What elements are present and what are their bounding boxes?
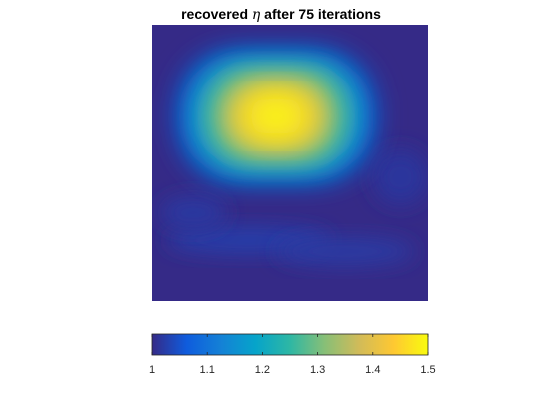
inclusion-contour-layer — [248, 98, 304, 134]
colorbar-frame — [151, 333, 429, 356]
colorbar-tick-label: 1.3 — [310, 364, 325, 376]
colorbar-tick-label: 1.4 — [365, 364, 380, 376]
title-eta-symbol: η — [252, 7, 261, 23]
background-texture-blob — [160, 196, 227, 230]
colorbar-ticks: 1 1.1 1.2 1.3 1.4 1.5 — [149, 334, 436, 376]
heatmap-inclusion — [182, 56, 371, 176]
colorbar-tick-label: 1.1 — [200, 364, 215, 376]
background-texture-blob — [372, 149, 428, 205]
colorbar: 1 1.1 1.2 1.3 1.4 1.5 — [149, 333, 436, 376]
colorbar-tick-label: 1.2 — [255, 364, 270, 376]
heatmap-background-texture — [160, 149, 428, 266]
title-suffix: after 75 iterations — [260, 6, 381, 22]
heatmap-plot — [152, 25, 428, 301]
colorbar-tick-label: 1.5 — [420, 364, 435, 376]
background-texture-blob — [276, 237, 415, 266]
title-prefix: recovered — [181, 6, 252, 22]
colorbar-gradient-bar — [152, 334, 428, 355]
colorbar-tick-label: 1 — [149, 364, 155, 376]
chart-title: recovered η after 75 iterations — [181, 6, 381, 23]
